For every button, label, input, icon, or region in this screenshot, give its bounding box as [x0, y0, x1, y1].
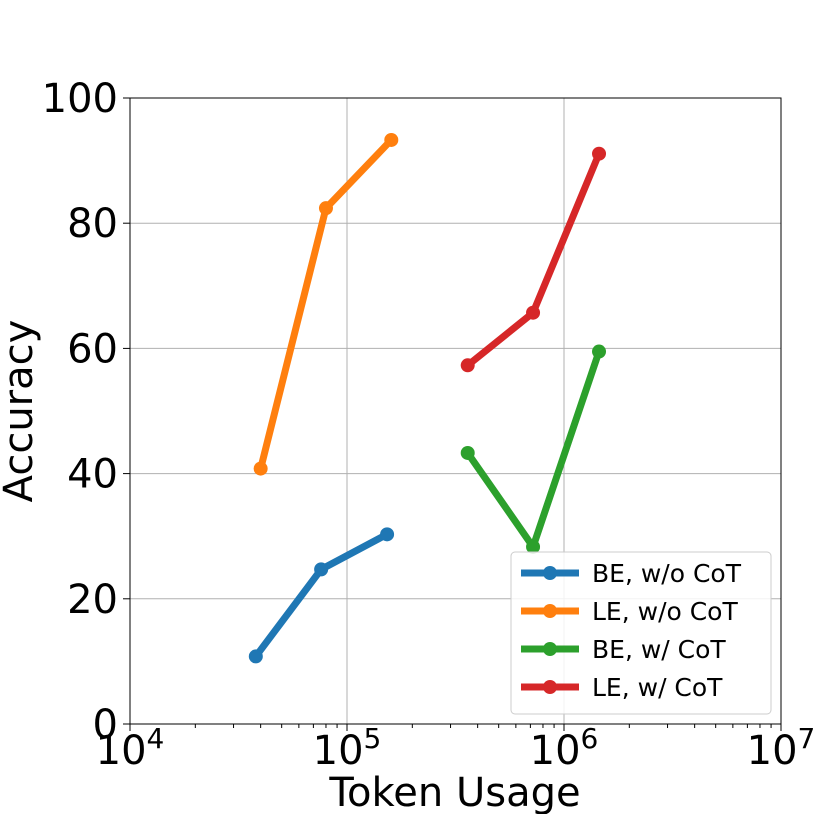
data-point	[253, 461, 268, 476]
data-point	[384, 132, 399, 147]
legend-swatch-marker	[543, 566, 557, 580]
x-tick-label-exponent: 4	[147, 722, 165, 755]
legend-label: BE, w/o CoT	[592, 559, 742, 588]
data-point	[318, 201, 333, 216]
series-0	[248, 527, 395, 664]
y-tick-label: 0	[93, 702, 118, 748]
y-tick-label: 40	[67, 452, 118, 498]
legend-label: LE, w/ CoT	[592, 673, 723, 702]
data-point	[460, 358, 475, 373]
legend-label: LE, w/o CoT	[592, 597, 738, 626]
data-point	[248, 649, 263, 664]
series-1	[253, 132, 399, 476]
legend-swatch-marker	[543, 680, 557, 694]
data-point	[314, 562, 329, 577]
legend: BE, w/o CoT LE, w/o CoT BE, w/ CoT LE, w/ C…	[510, 551, 772, 715]
data-point	[592, 146, 607, 161]
y-tick-label: 80	[67, 201, 118, 247]
plot-frame	[129, 97, 782, 725]
x-tick-label: 107	[747, 722, 814, 774]
legend-label: BE, w/ CoT	[592, 635, 726, 664]
data-point	[526, 305, 541, 320]
x-tick-label-base: 10	[747, 728, 798, 774]
x-tick-label-exponent: 7	[798, 722, 814, 755]
series-3	[460, 146, 607, 373]
series-2	[460, 344, 607, 554]
legend-item: BE, w/o CoT	[521, 559, 742, 588]
y-tick-label: 60	[67, 326, 118, 372]
legend-swatch-marker	[543, 604, 557, 618]
y-tick-label: 20	[67, 577, 118, 623]
x-tick-label-base: 10	[530, 728, 581, 774]
data-point	[380, 527, 395, 542]
y-axis-title: Accuracy	[0, 320, 42, 503]
x-tick-label: 106	[530, 722, 599, 774]
x-tick-label-exponent: 5	[364, 722, 382, 755]
x-tick-label-base: 10	[96, 728, 147, 774]
data-point	[526, 539, 541, 554]
x-tick-label-base: 10	[313, 728, 364, 774]
data-point	[592, 344, 607, 359]
series-layer	[248, 132, 607, 664]
data-point	[460, 445, 475, 460]
legend-item: LE, w/ CoT	[521, 673, 723, 702]
y-tick-label: 100	[42, 76, 118, 122]
legend-swatch-marker	[543, 642, 557, 656]
x-axis-title: Token Usage	[328, 770, 580, 814]
legend-item: LE, w/o CoT	[521, 597, 738, 626]
x-tick-label: 104	[96, 722, 165, 774]
legend-item: BE, w/ CoT	[521, 635, 726, 664]
x-tick-label-exponent: 6	[581, 722, 599, 755]
x-tick-label: 105	[313, 722, 382, 774]
legend-box	[510, 551, 772, 715]
